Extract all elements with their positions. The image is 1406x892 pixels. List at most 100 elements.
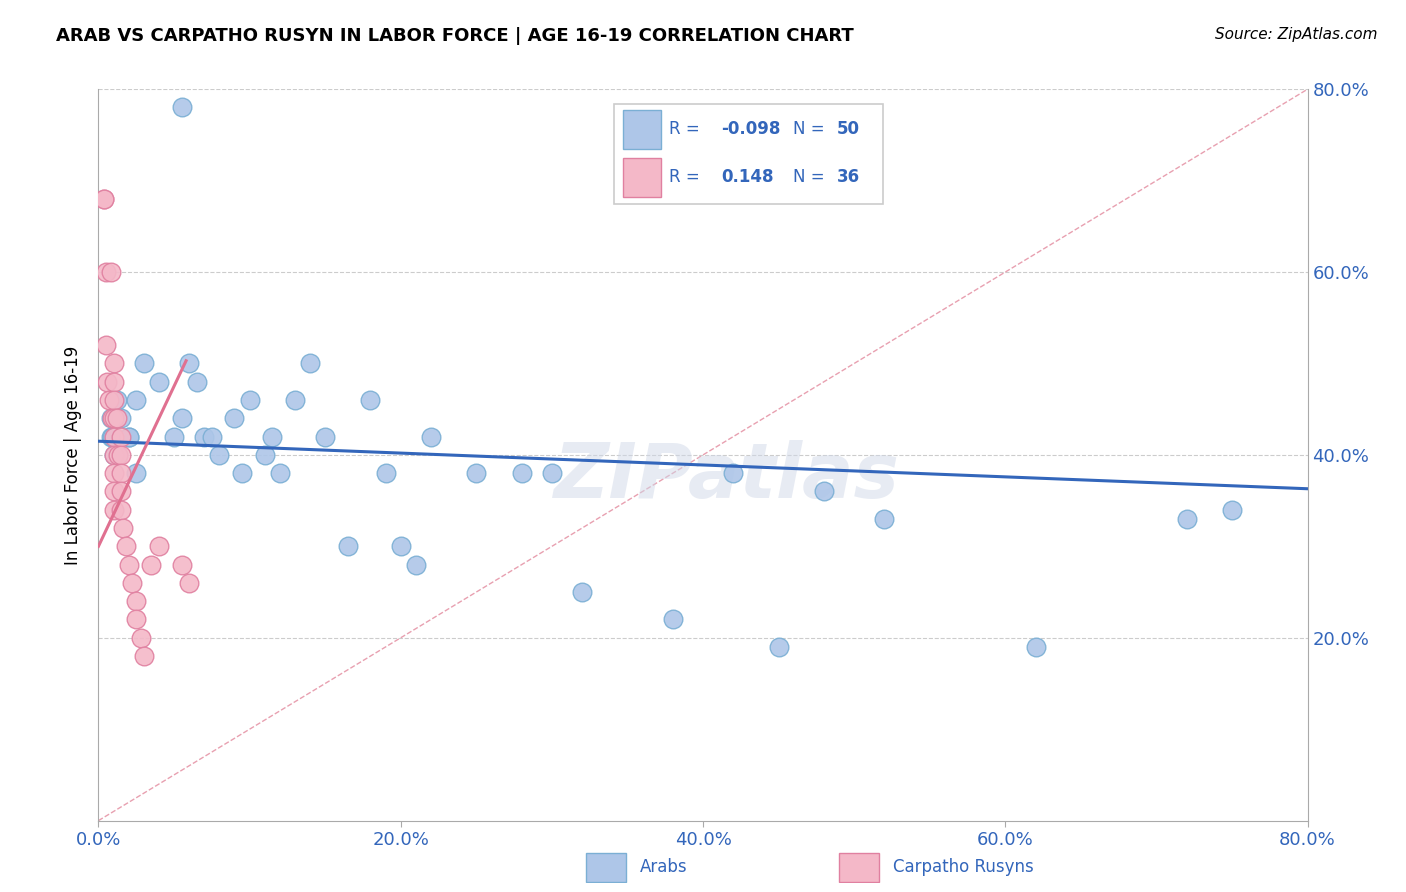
- Point: [299, 356, 322, 371]
- Point: [148, 375, 170, 389]
- Text: N =: N =: [793, 120, 830, 138]
- Point: [98, 392, 121, 407]
- Point: [163, 430, 186, 444]
- Text: 50: 50: [837, 120, 859, 138]
- FancyBboxPatch shape: [839, 854, 879, 881]
- Point: [125, 392, 148, 407]
- Point: [148, 539, 170, 553]
- Point: [121, 576, 143, 591]
- Point: [103, 448, 125, 462]
- Point: [314, 430, 336, 444]
- Point: [661, 613, 683, 627]
- Text: N =: N =: [793, 169, 830, 186]
- Point: [170, 100, 193, 114]
- Text: Arabs: Arabs: [640, 858, 688, 876]
- Point: [114, 539, 136, 553]
- Point: [101, 430, 124, 444]
- Point: [103, 392, 125, 407]
- Point: [107, 448, 129, 462]
- Point: [103, 430, 125, 444]
- Point: [186, 375, 208, 389]
- Point: [103, 411, 125, 425]
- Point: [118, 430, 141, 444]
- Point: [1175, 512, 1198, 526]
- Text: R =: R =: [669, 120, 706, 138]
- Point: [110, 484, 132, 499]
- Point: [100, 265, 122, 279]
- Point: [571, 585, 593, 599]
- Point: [284, 392, 307, 407]
- Text: ARAB VS CARPATHO RUSYN IN LABOR FORCE | AGE 16-19 CORRELATION CHART: ARAB VS CARPATHO RUSYN IN LABOR FORCE | …: [56, 27, 853, 45]
- Point: [170, 411, 193, 425]
- Point: [103, 375, 125, 389]
- Point: [374, 466, 396, 480]
- Point: [873, 512, 896, 526]
- Point: [94, 265, 117, 279]
- Point: [170, 558, 193, 572]
- Point: [208, 448, 231, 462]
- Point: [179, 356, 201, 371]
- Point: [360, 392, 382, 407]
- Point: [125, 466, 148, 480]
- Point: [125, 594, 148, 608]
- Point: [768, 640, 790, 654]
- Point: [1024, 640, 1046, 654]
- Point: [103, 356, 125, 371]
- Text: -0.098: -0.098: [721, 120, 780, 138]
- Point: [193, 430, 215, 444]
- Point: [103, 411, 125, 425]
- Point: [262, 430, 284, 444]
- Point: [813, 484, 835, 499]
- Point: [420, 430, 443, 444]
- Point: [1220, 503, 1243, 517]
- Point: [125, 613, 148, 627]
- Point: [231, 466, 253, 480]
- Point: [141, 558, 163, 572]
- Point: [103, 448, 125, 462]
- Point: [129, 631, 152, 645]
- FancyBboxPatch shape: [586, 854, 626, 881]
- Point: [103, 430, 125, 444]
- Point: [132, 649, 155, 664]
- Point: [723, 466, 745, 480]
- Point: [405, 558, 427, 572]
- Point: [510, 466, 533, 480]
- Point: [389, 539, 412, 553]
- Point: [110, 430, 132, 444]
- Point: [224, 411, 246, 425]
- Point: [465, 466, 488, 480]
- Point: [110, 448, 132, 462]
- Text: Source: ZipAtlas.com: Source: ZipAtlas.com: [1215, 27, 1378, 42]
- Point: [100, 411, 122, 425]
- Text: 0.148: 0.148: [721, 169, 773, 186]
- Point: [118, 558, 141, 572]
- Point: [94, 338, 117, 352]
- Point: [103, 503, 125, 517]
- Text: R =: R =: [669, 169, 706, 186]
- Point: [110, 411, 132, 425]
- Point: [107, 448, 129, 462]
- Y-axis label: In Labor Force | Age 16-19: In Labor Force | Age 16-19: [65, 345, 83, 565]
- Point: [111, 521, 134, 535]
- Point: [201, 430, 224, 444]
- Point: [101, 411, 124, 425]
- Text: ZIPatlas: ZIPatlas: [554, 440, 900, 514]
- Point: [100, 430, 122, 444]
- Point: [96, 375, 118, 389]
- FancyBboxPatch shape: [623, 110, 661, 149]
- Point: [110, 466, 132, 480]
- Point: [118, 430, 141, 444]
- Point: [132, 356, 155, 371]
- Point: [110, 503, 132, 517]
- Text: 36: 36: [837, 169, 859, 186]
- Point: [93, 192, 115, 206]
- Point: [105, 411, 128, 425]
- Text: Carpatho Rusyns: Carpatho Rusyns: [893, 858, 1033, 876]
- Point: [105, 392, 128, 407]
- Point: [336, 539, 359, 553]
- FancyBboxPatch shape: [614, 103, 883, 204]
- Point: [103, 484, 125, 499]
- FancyBboxPatch shape: [623, 158, 661, 197]
- Point: [103, 466, 125, 480]
- Point: [540, 466, 562, 480]
